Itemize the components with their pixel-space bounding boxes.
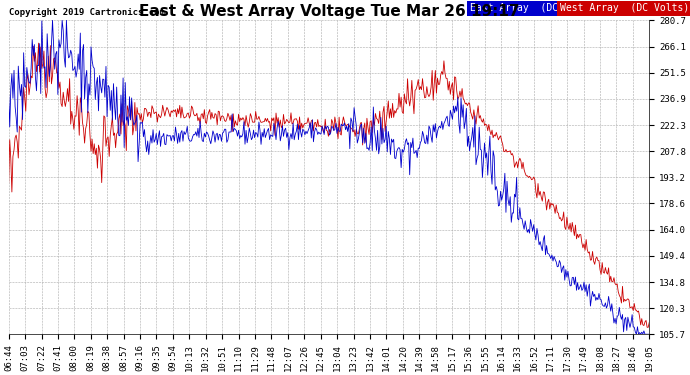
Text: Copyright 2019 Cartronics.com: Copyright 2019 Cartronics.com: [9, 8, 164, 17]
Text: East Array  (DC Volts): East Array (DC Volts): [470, 3, 599, 13]
Text: West Array  (DC Volts): West Array (DC Volts): [560, 3, 689, 13]
Title: East & West Array Voltage Tue Mar 26 19:17: East & West Array Voltage Tue Mar 26 19:…: [139, 4, 519, 19]
